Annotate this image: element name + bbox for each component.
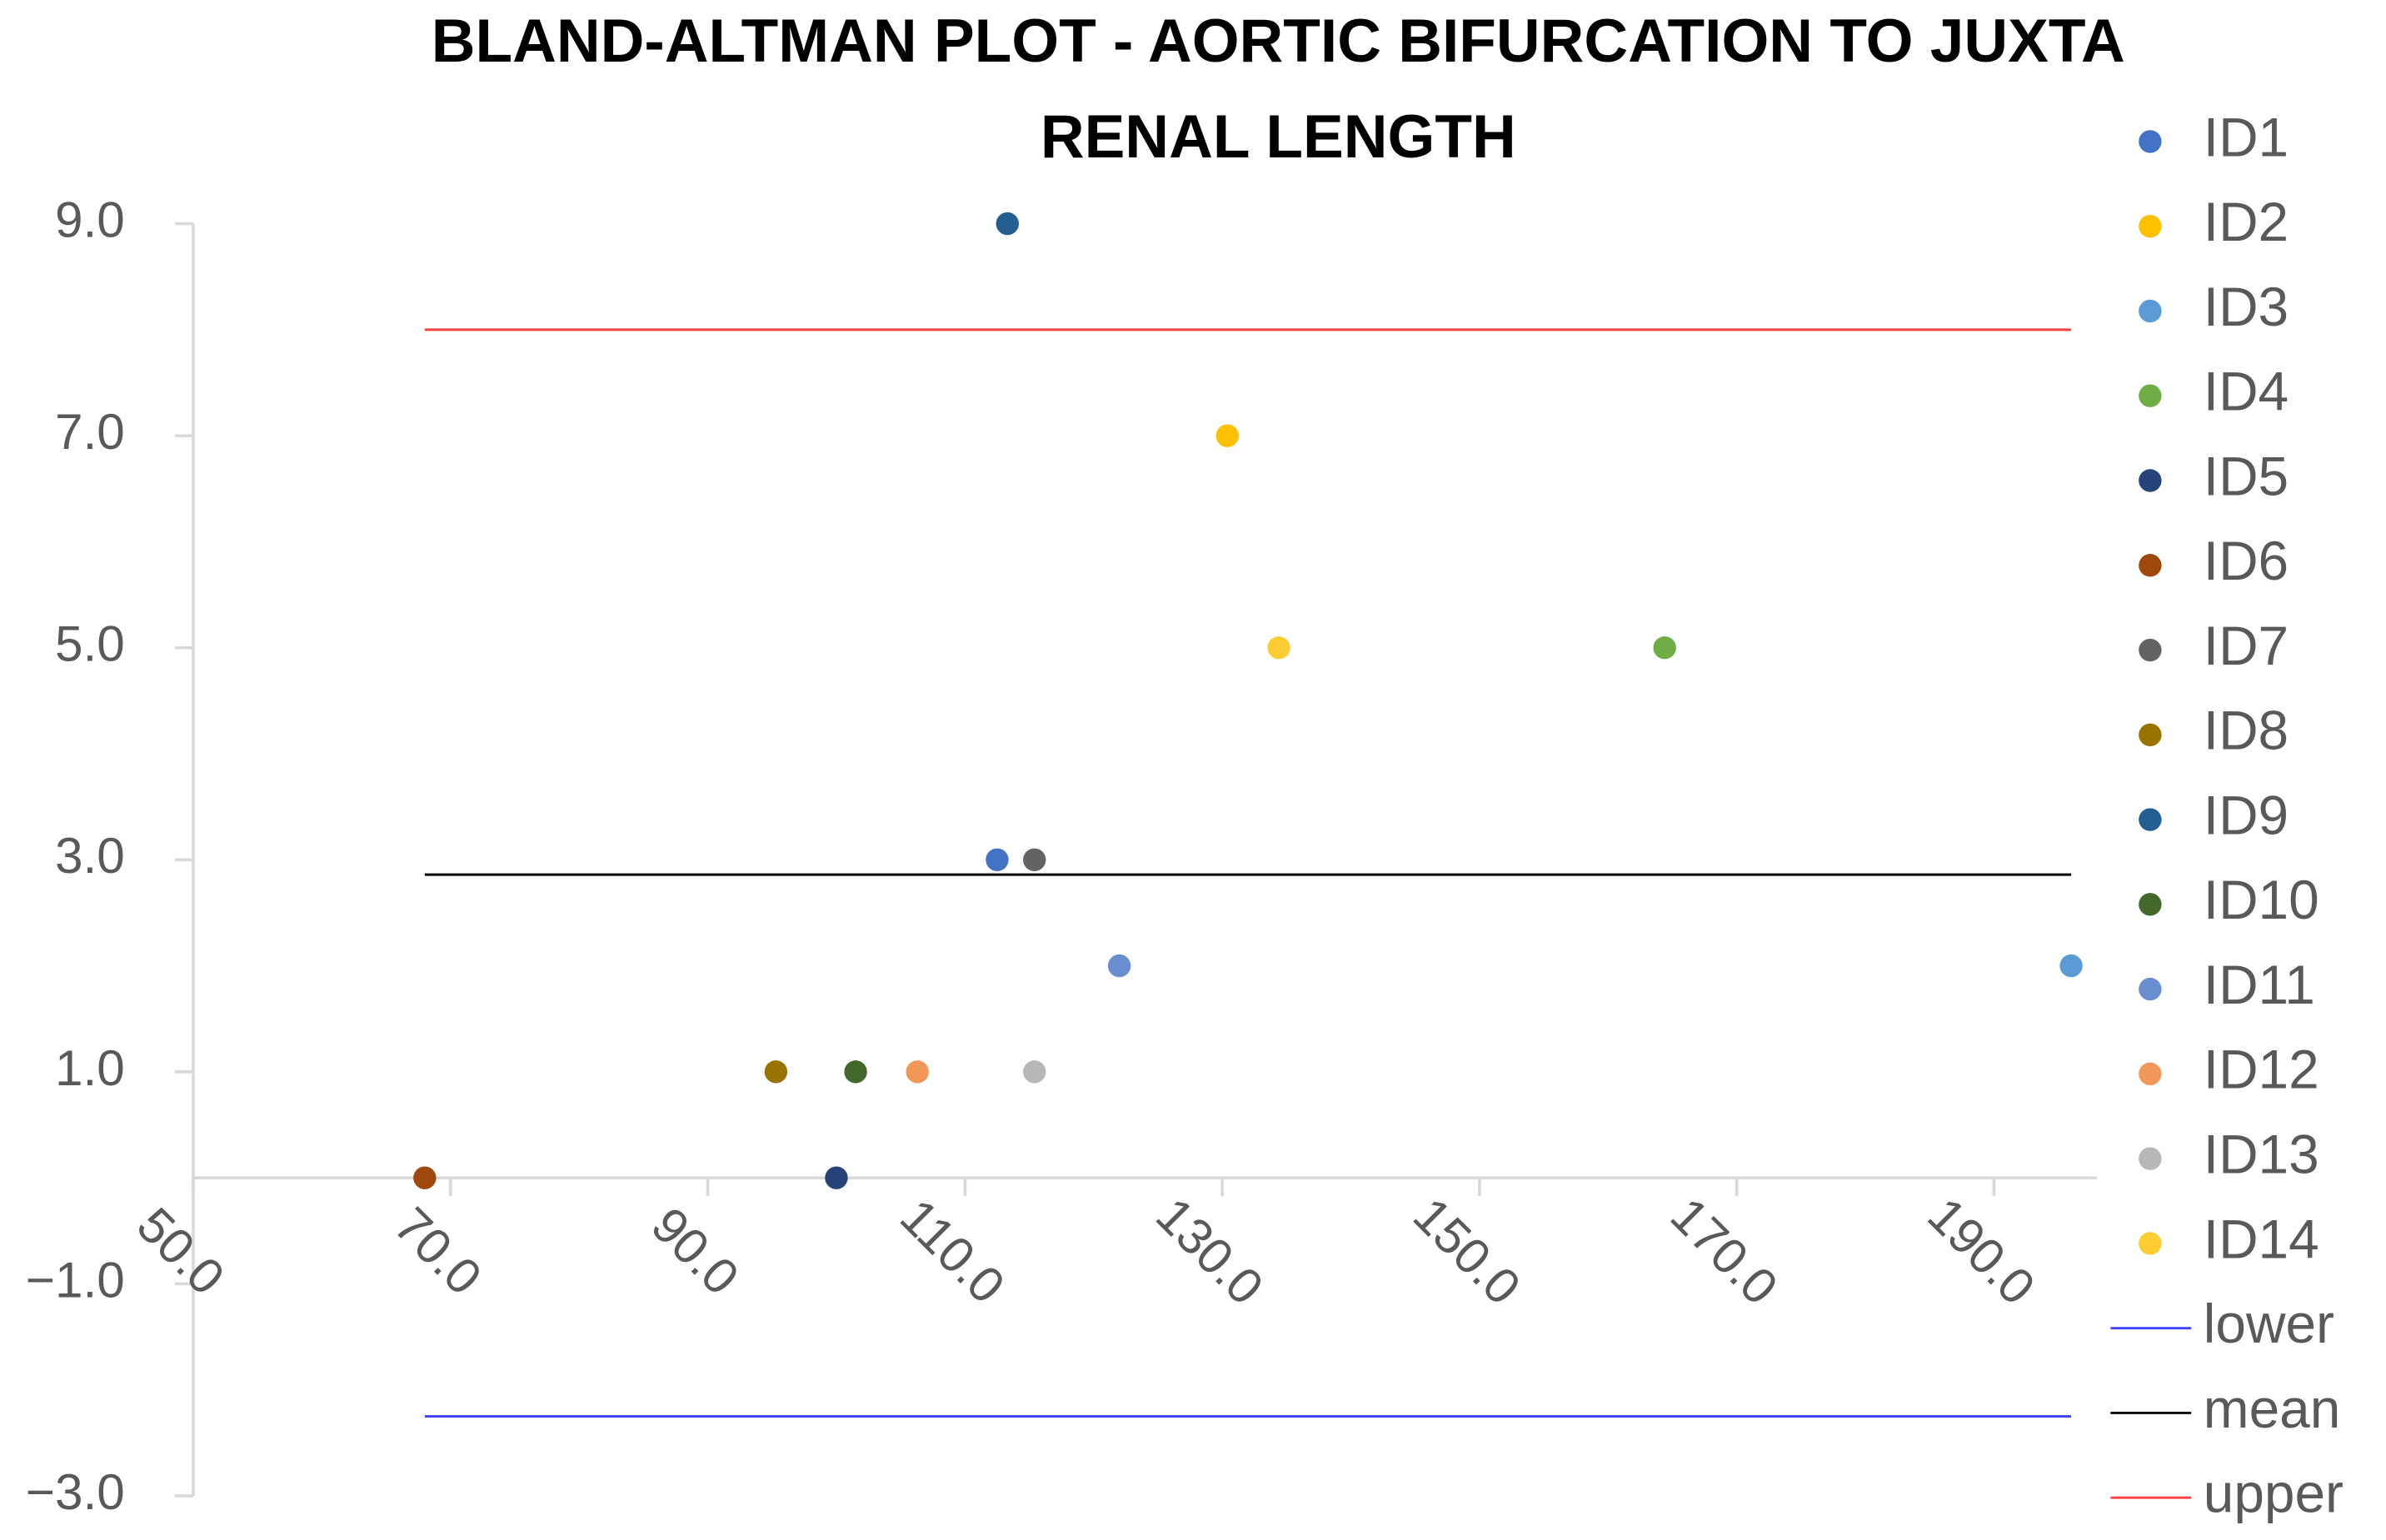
data-point (1022, 1060, 1046, 1084)
legend-label: ID1 (2204, 106, 2289, 167)
legend-swatch (2139, 1147, 2162, 1170)
data-point (996, 212, 1019, 236)
y-tick-label: 7.0 (55, 403, 125, 460)
x-tick-label: 110.0 (890, 1188, 1016, 1314)
data-point (2059, 954, 2083, 978)
legend-swatch (2139, 384, 2162, 407)
legend-swatch (2139, 977, 2162, 1001)
legend-label: ID4 (2204, 361, 2289, 422)
data-point (413, 1166, 437, 1189)
legend-swatch (2139, 1232, 2162, 1255)
data-point (1653, 636, 1676, 660)
data-point (1267, 636, 1290, 660)
legend-label: mean (2204, 1378, 2340, 1439)
x-tick-label: 190.0 (1917, 1187, 2046, 1316)
legend-label: ID12 (2204, 1039, 2319, 1100)
x-tick-label: 70.0 (384, 1196, 493, 1305)
legend-swatch (2139, 299, 2162, 323)
legend-label: ID13 (2204, 1124, 2319, 1185)
data-point (906, 1060, 929, 1084)
legend-label: ID2 (2204, 191, 2289, 252)
legend-label: ID7 (2204, 615, 2289, 676)
y-tick-label: 1.0 (55, 1039, 125, 1096)
legend-label: ID5 (2204, 445, 2289, 506)
y-tick-label: −1.0 (26, 1251, 125, 1308)
legend-label: ID3 (2204, 276, 2289, 337)
legend-swatch (2139, 638, 2162, 662)
legend-label: ID6 (2204, 530, 2289, 591)
legend-swatch (2139, 130, 2162, 153)
data-point (825, 1166, 848, 1189)
x-tick-label: 50.0 (127, 1196, 236, 1305)
x-tick-label: 90.0 (641, 1196, 750, 1305)
x-tick-label: 130.0 (1146, 1187, 1275, 1316)
y-tick-label: 5.0 (55, 616, 125, 672)
legend-swatch (2139, 469, 2162, 492)
data-point (844, 1060, 867, 1084)
legend-swatch (2139, 893, 2162, 916)
data-point (1215, 424, 1239, 447)
x-tick-label: 170.0 (1660, 1187, 1790, 1316)
legend-label: lower (2204, 1293, 2334, 1354)
legend-label: ID11 (2204, 954, 2315, 1015)
legend-swatch (2139, 214, 2162, 238)
legend-label: ID9 (2204, 784, 2289, 845)
chart-title: BLAND-ALTMAN PLOT - AORTIC BIFURCATION T… (432, 7, 2125, 75)
chart-title: RENAL LENGTH (1041, 103, 1516, 171)
y-tick-label: 3.0 (55, 827, 125, 884)
y-tick-label: 9.0 (55, 191, 125, 247)
legend-swatch (2139, 808, 2162, 831)
legend-label: upper (2204, 1463, 2344, 1524)
data-point (1022, 848, 1046, 872)
legend-label: ID14 (2204, 1208, 2319, 1269)
y-tick-label: −3.0 (26, 1463, 125, 1520)
legend-label: ID10 (2204, 869, 2319, 930)
data-point (764, 1060, 788, 1084)
legend-label: ID8 (2204, 700, 2289, 761)
legend-swatch (2139, 723, 2162, 746)
x-tick-label: 150.0 (1403, 1187, 1532, 1316)
legend-swatch (2139, 554, 2162, 577)
legend-swatch (2139, 1062, 2162, 1086)
data-point (1107, 954, 1131, 978)
data-point (986, 848, 1009, 872)
